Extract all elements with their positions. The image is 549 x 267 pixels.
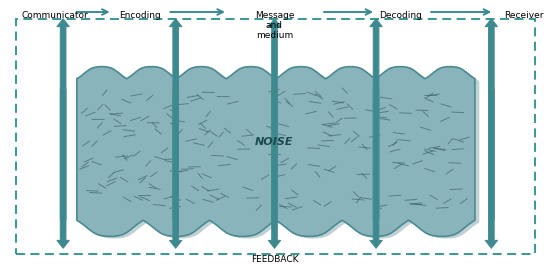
Text: Encoding: Encoding [119, 11, 161, 20]
Bar [16, 19, 535, 254]
Text: FEEDBACK: FEEDBACK [251, 255, 298, 264]
PathPatch shape [81, 69, 479, 238]
Text: Receiver: Receiver [505, 11, 544, 20]
Text: Decoding: Decoding [379, 11, 422, 20]
Text: Message
and
medium: Message and medium [255, 11, 294, 41]
Text: NOISE: NOISE [255, 136, 294, 147]
PathPatch shape [77, 67, 475, 236]
Text: Communicator: Communicator [22, 11, 89, 20]
